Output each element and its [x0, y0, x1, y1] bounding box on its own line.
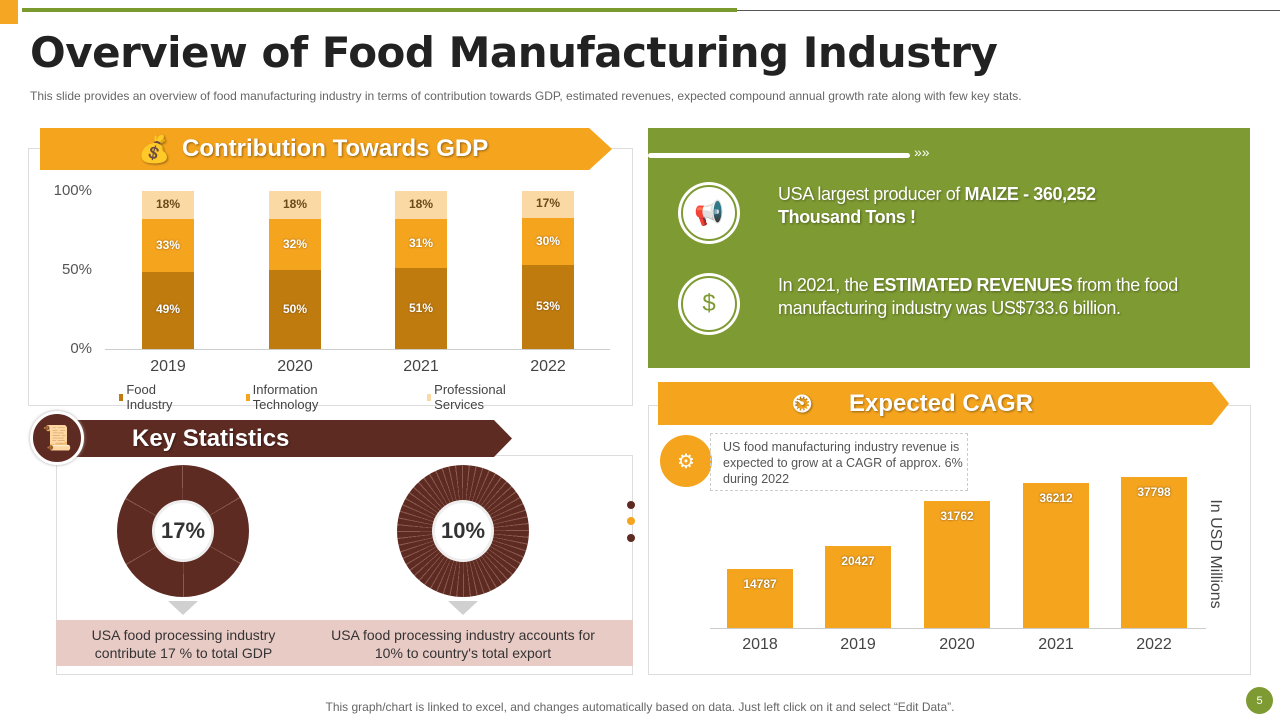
data-label: 31% [408, 235, 434, 250]
bar-segment [269, 270, 321, 349]
highlight-2: In 2021, the ESTIMATED REVENUES from the… [778, 275, 1178, 318]
money-hand-icon: 💰 [138, 133, 171, 164]
bar [924, 501, 990, 628]
y-tick-label: 100% [53, 182, 92, 199]
bar-segment [269, 191, 321, 220]
bar-segment [522, 191, 574, 218]
data-label: 36212 [1039, 491, 1073, 506]
data-label: 18% [282, 197, 308, 212]
bar-segment [269, 219, 321, 270]
conveyor-icon: ⚙ [660, 435, 712, 487]
data-label: 18% [408, 197, 434, 212]
bar [1121, 477, 1187, 628]
x-tick-label: 2020 [277, 358, 313, 375]
gdp-banner: 💰 Contribution Towards GDP [40, 128, 612, 170]
footer-note: This graph/chart is linked to excel, and… [325, 700, 955, 714]
gdp-stacked-chart: 0% 50% 100% 49% 33% 18% 2019 50% 32% 18% 2020 51% 31… [0, 0, 610, 412]
data-label: 17% [535, 196, 561, 211]
stat-caption-1: USA food processing industry contribute … [91, 627, 276, 661]
export-share-donut: 10% [397, 465, 529, 597]
data-label: 51% [408, 300, 434, 315]
legend-item: Information Technology [246, 382, 322, 412]
x-tick-label: 2020 [939, 636, 975, 653]
legend-item: Food Industry [119, 382, 175, 412]
document-key-icon: 📜 [30, 411, 84, 465]
legend-swatch [119, 393, 124, 401]
data-label: 32% [282, 236, 308, 251]
data-label: 53% [535, 299, 561, 314]
x-axis-line [105, 349, 610, 350]
decor-line [648, 153, 910, 158]
data-label: 37798 [1137, 485, 1171, 499]
top-accent-line [22, 8, 737, 12]
export-share-value: 10% [432, 500, 494, 562]
legend-swatch [427, 393, 432, 401]
bar-segment [395, 219, 447, 269]
bar [825, 546, 891, 628]
x-tick-label: 2019 [840, 636, 876, 653]
decor-dot [627, 501, 635, 509]
decor-dot [627, 517, 635, 525]
x-tick-label: 2018 [742, 636, 778, 653]
decor-dot [627, 534, 635, 542]
legend-item: Professional Services [427, 382, 509, 412]
bar-segment [522, 265, 574, 349]
chevrons-icon: »» [914, 144, 930, 160]
bar-segment [395, 268, 447, 349]
data-label: 31762 [940, 509, 974, 524]
cagr-banner: ⏲ Expected CAGR [658, 382, 1229, 425]
bar-segment [142, 271, 194, 349]
bar [1023, 483, 1089, 628]
bar [727, 568, 793, 628]
y-tick-label: 50% [61, 261, 92, 278]
data-label: 14787 [743, 576, 777, 591]
cagr-bar-chart: 14787 2018 20427 2019 31762 2020 36212 2021 3779… [0, 0, 1206, 653]
page-subtitle: This slide provides an overview of food … [30, 89, 1022, 103]
key-stats-banner: Key Statistics [60, 420, 512, 457]
x-tick-label: 2022 [530, 358, 566, 375]
legend-swatch [246, 393, 250, 401]
page-number: 5 [1246, 687, 1273, 714]
page-title: Overview of Food Manufacturing Industry [30, 28, 998, 77]
x-tick-label: 2022 [1136, 636, 1172, 653]
pointer-triangle [168, 601, 198, 615]
x-tick-label: 2021 [403, 358, 439, 375]
data-label: 33% [155, 237, 181, 252]
cagr-note: US food manufacturing industry revenue i… [710, 433, 968, 491]
data-label: 30% [535, 233, 561, 248]
key-stats-heading: Key Statistics [132, 424, 290, 452]
data-label: 20427 [841, 554, 875, 569]
stat-caption-2: USA food processing industry accounts fo… [331, 627, 595, 661]
x-tick-label: 2021 [1038, 636, 1074, 653]
gdp-share-value: 17% [152, 500, 214, 562]
cagr-heading: Expected CAGR [849, 389, 1034, 417]
data-label: 50% [282, 301, 308, 316]
x-axis-line [710, 628, 1206, 629]
bar-segment [142, 191, 194, 220]
data-label: 49% [155, 302, 181, 317]
bar-segment [142, 219, 194, 272]
cagr-y-axis-label: In USD Millions [1207, 499, 1224, 609]
logo [0, 0, 18, 24]
y-tick-label: 0% [70, 340, 92, 357]
bar-segment [522, 217, 574, 266]
gdp-heading: Contribution Towards GDP [182, 135, 489, 162]
highlight-1: USA largest producer of MAIZE - 360,252 … [778, 184, 1096, 227]
data-label: 18% [155, 197, 181, 212]
top-divider [737, 10, 1280, 11]
dollar-hand-icon: $ [681, 276, 737, 332]
bar-segment [395, 191, 447, 220]
legend-label: Professional Services [434, 382, 506, 412]
legend-label: Information Technology [252, 382, 319, 412]
head-clock-icon: ⏲ [792, 387, 813, 418]
legend-label: Food Industry [126, 382, 173, 412]
gdp-share-donut: 17% [117, 465, 249, 597]
x-tick-label: 2019 [150, 358, 186, 375]
marketing-icon: 📢 [681, 185, 737, 241]
key-stats-captions: USA food processing industry contribute … [56, 620, 633, 666]
highlights-panel: »» 📢 USA largest producer of MAIZE - 360… [648, 128, 1250, 368]
pointer-triangle [448, 601, 478, 615]
